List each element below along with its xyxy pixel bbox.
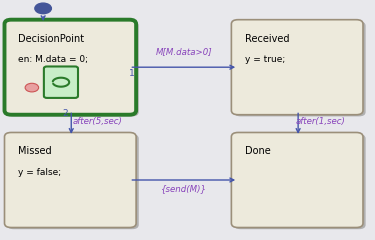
Text: y = false;: y = false; [18,168,61,177]
Text: en: M.data = 0;: en: M.data = 0; [18,55,88,64]
Circle shape [25,83,39,92]
FancyBboxPatch shape [7,21,139,116]
FancyBboxPatch shape [231,20,363,115]
FancyBboxPatch shape [231,132,363,228]
Text: M[M.data>0]: M[M.data>0] [155,47,212,56]
Text: y = true;: y = true; [245,55,285,64]
Text: Received: Received [245,34,290,44]
FancyBboxPatch shape [234,21,366,116]
Text: 2: 2 [63,109,68,119]
Text: {send(M)}: {send(M)} [161,184,207,193]
Text: after(5,sec): after(5,sec) [73,117,122,126]
FancyBboxPatch shape [234,134,366,229]
FancyBboxPatch shape [4,132,136,228]
Text: Missed: Missed [18,146,52,156]
FancyBboxPatch shape [7,134,139,229]
FancyBboxPatch shape [4,20,136,115]
Text: DecisionPoint: DecisionPoint [18,34,84,44]
Text: Done: Done [245,146,271,156]
Text: 1: 1 [129,69,135,78]
Circle shape [35,3,51,14]
FancyBboxPatch shape [44,66,78,98]
Text: after(1,sec): after(1,sec) [296,117,346,126]
